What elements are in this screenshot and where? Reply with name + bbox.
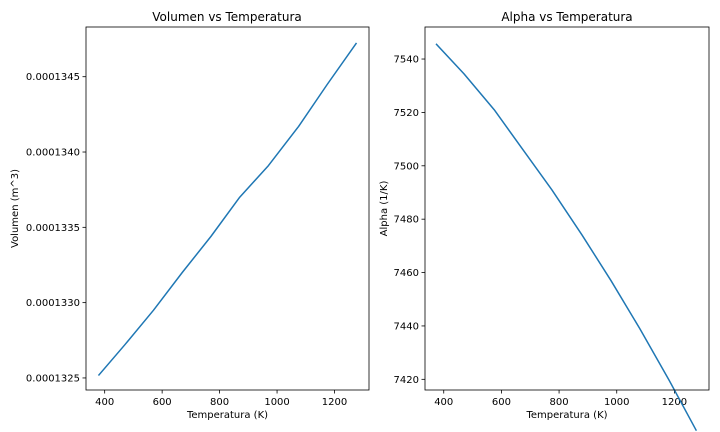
- volumen-y-ticks: 0.0001325 0.0001330 0.0001335 0.0001340 0.00…: [26, 72, 86, 384]
- alpha-y-tick-label: 7540: [394, 55, 419, 66]
- volumen-chart: Volumen vs Temperatura 0.0001325 0.000133…: [10, 10, 370, 421]
- alpha-y-tick-label: 7440: [394, 321, 419, 332]
- alpha-y-tick-label: 7480: [394, 215, 419, 226]
- alpha-x-ticks: 400 600 800 1000 1200: [434, 390, 687, 408]
- volumen-line: [97, 42, 358, 376]
- alpha-y-axis-label: Alpha (1/K): [379, 181, 390, 237]
- volumen-x-ticks: 400 600 800 1000 1200: [95, 390, 347, 408]
- volumen-y-tick-label: 0.0001335: [26, 223, 80, 234]
- volumen-y-tick-label: 0.0001325: [26, 373, 80, 384]
- alpha-chart-title: Alpha vs Temperatura: [501, 10, 632, 24]
- alpha-x-tick-label: 400: [434, 397, 453, 408]
- alpha-x-tick-label: 800: [550, 397, 569, 408]
- alpha-x-tick-label: 600: [492, 397, 511, 408]
- volumen-chart-title: Volumen vs Temperatura: [152, 10, 301, 24]
- volumen-axes-frame: [85, 26, 370, 391]
- volumen-y-tick-label: 0.0001330: [26, 298, 80, 309]
- alpha-y-ticks: 7420 7440 7460 7480 7500 7520 7540: [394, 55, 425, 386]
- alpha-y-tick-label: 7460: [394, 268, 419, 279]
- volumen-x-tick-label: 1000: [264, 397, 289, 408]
- volumen-x-tick-label: 600: [153, 397, 172, 408]
- alpha-x-tick-label: 1000: [604, 397, 629, 408]
- volumen-y-tick-label: 0.0001345: [26, 72, 80, 83]
- volumen-y-tick-label: 0.0001340: [26, 148, 80, 159]
- volumen-y-axis-label: Volumen (m^3): [10, 169, 21, 248]
- alpha-y-tick-label: 7500: [394, 161, 419, 172]
- volumen-x-tick-label: 800: [210, 397, 229, 408]
- volumen-x-tick-label: 400: [95, 397, 114, 408]
- alpha-line: [435, 43, 698, 432]
- alpha-chart: Alpha vs Temperatura 7420 7440 7460 7480 750…: [379, 10, 710, 432]
- alpha-y-tick-label: 7520: [394, 108, 419, 119]
- alpha-y-tick-label: 7420: [394, 375, 419, 386]
- alpha-x-tick-label: 1200: [662, 397, 687, 408]
- volumen-x-tick-label: 1200: [322, 397, 347, 408]
- alpha-axes-frame: [424, 26, 710, 391]
- alpha-x-axis-label: Temperatura (K): [525, 410, 607, 421]
- volumen-x-axis-label: Temperatura (K): [186, 410, 268, 421]
